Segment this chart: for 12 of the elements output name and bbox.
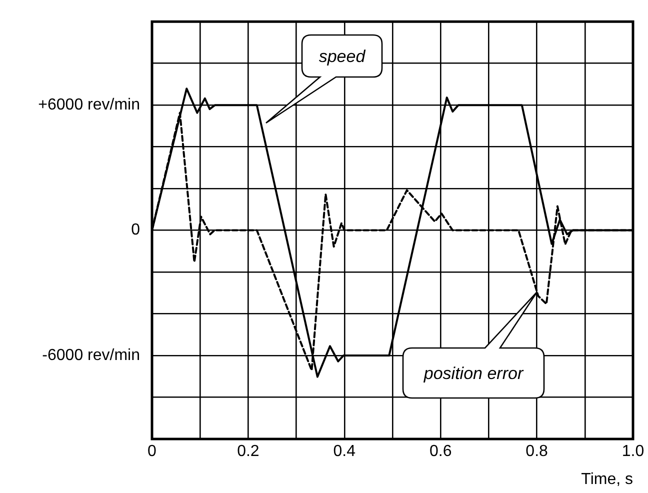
y-tick-label: 0	[131, 222, 140, 239]
x-tick-label: 0.8	[526, 443, 548, 460]
x-tick-label: 0.4	[333, 443, 356, 460]
annotation: speed	[318, 47, 366, 66]
y-tick-label: -6000 rev/min	[42, 346, 140, 364]
x-tick-label: 0.6	[429, 443, 452, 460]
x-tick-label: 1.0	[622, 443, 644, 460]
x-tick-label: 0.2	[237, 443, 260, 460]
x-tick-label: 0	[148, 443, 157, 460]
annotation: position error	[422, 364, 524, 383]
y-tick-label: +6000 rev/min	[38, 96, 140, 114]
x-axis-title: Time, s	[581, 470, 633, 488]
